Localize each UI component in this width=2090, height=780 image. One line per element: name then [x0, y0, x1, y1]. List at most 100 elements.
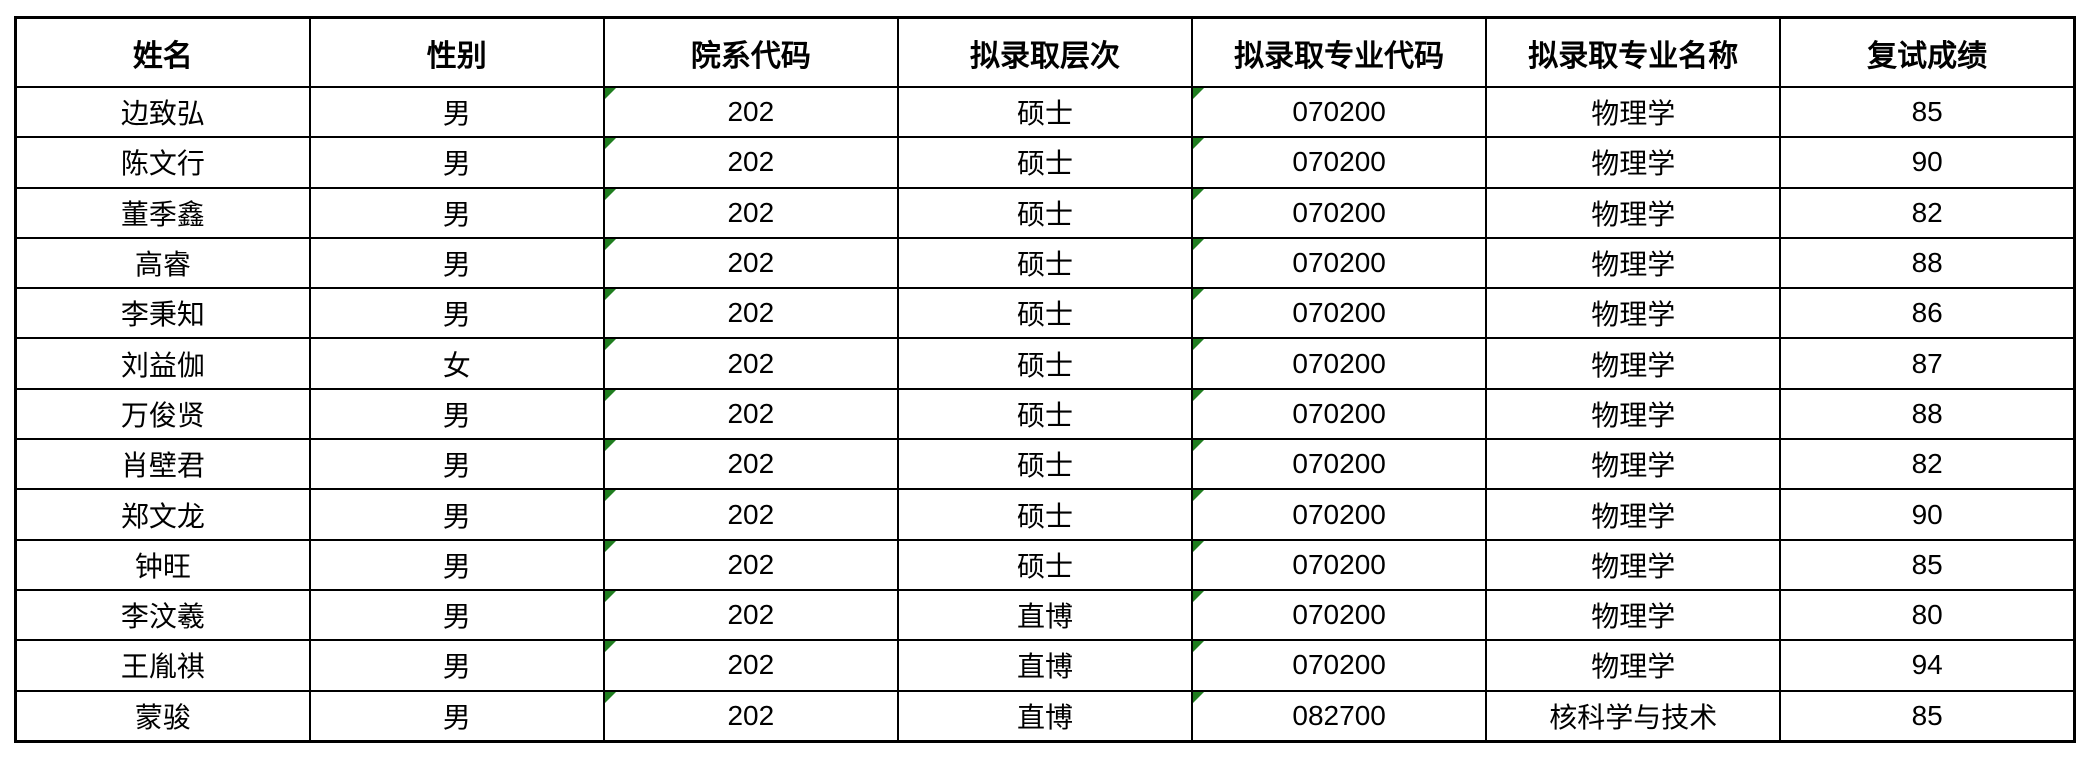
cell-major_name[interactable]: 物理学 [1485, 287, 1782, 340]
cell-gender[interactable]: 男 [308, 236, 605, 290]
cell-level[interactable]: 硕士 [896, 136, 1194, 189]
cell-score[interactable]: 80 [1779, 588, 2076, 642]
cell-gender[interactable]: 男 [308, 488, 605, 541]
cell-major_code[interactable]: 070200 [1191, 186, 1488, 239]
cell-dept_code[interactable]: 202 [602, 639, 899, 692]
cell-level[interactable]: 硕士 [896, 438, 1194, 491]
cell-name[interactable]: 李汶羲 [14, 588, 311, 642]
cell-level[interactable]: 硕士 [896, 186, 1194, 239]
cell-dept_code[interactable]: 202 [602, 236, 899, 290]
column-header-dept_code[interactable]: 院系代码 [602, 16, 899, 88]
cell-score[interactable]: 88 [1779, 387, 2076, 441]
cell-major_name[interactable]: 物理学 [1485, 236, 1782, 290]
cell-major_name[interactable]: 物理学 [1485, 387, 1782, 441]
cell-name[interactable]: 高睿 [14, 236, 311, 290]
cell-level[interactable]: 直博 [896, 588, 1194, 642]
cell-dept_code[interactable]: 202 [602, 186, 899, 239]
cell-dept_code[interactable]: 202 [602, 387, 899, 441]
table-row: 边致弘男 202 硕士 070200 物理学 85 [14, 85, 2076, 139]
cell-gender[interactable]: 男 [308, 588, 605, 642]
cell-major_name[interactable]: 核科学与技术 [1485, 689, 1782, 743]
cell-name[interactable]: 董季鑫 [14, 186, 311, 239]
cell-gender[interactable]: 男 [308, 186, 605, 239]
cell-score[interactable]: 85 [1779, 538, 2076, 591]
cell-gender[interactable]: 男 [308, 438, 605, 491]
cell-gender[interactable]: 男 [308, 387, 605, 441]
cell-score[interactable]: 90 [1779, 136, 2076, 189]
cell-name[interactable]: 李秉知 [14, 287, 311, 340]
cell-score[interactable]: 90 [1779, 488, 2076, 541]
cell-level[interactable]: 硕士 [896, 488, 1194, 541]
cell-major_code[interactable]: 082700 [1191, 689, 1488, 743]
column-header-major_name[interactable]: 拟录取专业名称 [1485, 16, 1782, 88]
column-header-gender[interactable]: 性别 [308, 16, 605, 88]
cell-name[interactable]: 王胤祺 [14, 639, 311, 692]
text-format-indicator-icon [1194, 491, 1205, 502]
cell-score[interactable]: 86 [1779, 287, 2076, 340]
cell-gender[interactable]: 男 [308, 689, 605, 743]
cell-major_name[interactable]: 物理学 [1485, 639, 1782, 692]
cell-name[interactable]: 钟旺 [14, 538, 311, 591]
cell-name[interactable]: 万俊贤 [14, 387, 311, 441]
cell-major_code[interactable]: 070200 [1191, 588, 1488, 642]
cell-score[interactable]: 82 [1779, 186, 2076, 239]
cell-dept_code[interactable]: 202 [602, 136, 899, 189]
cell-major_code[interactable]: 070200 [1191, 438, 1488, 491]
cell-level[interactable]: 硕士 [896, 337, 1194, 390]
cell-score[interactable]: 88 [1779, 236, 2076, 290]
cell-score[interactable]: 94 [1779, 639, 2076, 692]
cell-gender[interactable]: 男 [308, 639, 605, 692]
cell-level[interactable]: 硕士 [896, 538, 1194, 591]
cell-name[interactable]: 刘益伽 [14, 337, 311, 390]
cell-major_code[interactable]: 070200 [1191, 85, 1488, 139]
cell-dept_code[interactable]: 202 [602, 588, 899, 642]
cell-gender[interactable]: 男 [308, 85, 605, 139]
cell-major_code[interactable]: 070200 [1191, 488, 1488, 541]
column-header-score[interactable]: 复试成绩 [1779, 16, 2076, 88]
cell-gender[interactable]: 男 [308, 136, 605, 189]
cell-major_code[interactable]: 070200 [1191, 337, 1488, 390]
cell-level[interactable]: 硕士 [896, 287, 1194, 340]
cell-level[interactable]: 直博 [896, 639, 1194, 692]
cell-score[interactable]: 82 [1779, 438, 2076, 491]
cell-dept_code[interactable]: 202 [602, 438, 899, 491]
cell-score[interactable]: 85 [1779, 85, 2076, 139]
cell-level[interactable]: 硕士 [896, 236, 1194, 290]
cell-major_name[interactable]: 物理学 [1485, 337, 1782, 390]
cell-score[interactable]: 85 [1779, 689, 2076, 743]
cell-name[interactable]: 肖壁君 [14, 438, 311, 491]
cell-major_name[interactable]: 物理学 [1485, 136, 1782, 189]
cell-major_name[interactable]: 物理学 [1485, 438, 1782, 491]
cell-level[interactable]: 硕士 [896, 85, 1194, 139]
cell-dept_code[interactable]: 202 [602, 85, 899, 139]
column-header-level[interactable]: 拟录取层次 [896, 16, 1194, 88]
cell-major_name[interactable]: 物理学 [1485, 488, 1782, 541]
column-header-name[interactable]: 姓名 [14, 16, 311, 88]
cell-dept_code[interactable]: 202 [602, 287, 899, 340]
cell-gender[interactable]: 男 [308, 538, 605, 591]
cell-major_code[interactable]: 070200 [1191, 236, 1488, 290]
cell-gender[interactable]: 女 [308, 337, 605, 390]
cell-major_name[interactable]: 物理学 [1485, 538, 1782, 591]
column-header-major_code[interactable]: 拟录取专业代码 [1191, 16, 1488, 88]
cell-name[interactable]: 蒙骏 [14, 689, 311, 743]
cell-major_code[interactable]: 070200 [1191, 287, 1488, 340]
cell-score[interactable]: 87 [1779, 337, 2076, 390]
cell-name[interactable]: 郑文龙 [14, 488, 311, 541]
cell-major_name[interactable]: 物理学 [1485, 588, 1782, 642]
cell-dept_code[interactable]: 202 [602, 337, 899, 390]
cell-dept_code[interactable]: 202 [602, 538, 899, 591]
cell-name[interactable]: 陈文行 [14, 136, 311, 189]
cell-dept_code[interactable]: 202 [602, 689, 899, 743]
cell-gender[interactable]: 男 [308, 287, 605, 340]
cell-major_code[interactable]: 070200 [1191, 387, 1488, 441]
cell-major_code[interactable]: 070200 [1191, 538, 1488, 591]
cell-level[interactable]: 直博 [896, 689, 1194, 743]
cell-major_code[interactable]: 070200 [1191, 639, 1488, 692]
cell-major_name[interactable]: 物理学 [1485, 85, 1782, 139]
cell-name[interactable]: 边致弘 [14, 85, 311, 139]
cell-dept_code[interactable]: 202 [602, 488, 899, 541]
cell-level[interactable]: 硕士 [896, 387, 1194, 441]
cell-major_code[interactable]: 070200 [1191, 136, 1488, 189]
cell-major_name[interactable]: 物理学 [1485, 186, 1782, 239]
